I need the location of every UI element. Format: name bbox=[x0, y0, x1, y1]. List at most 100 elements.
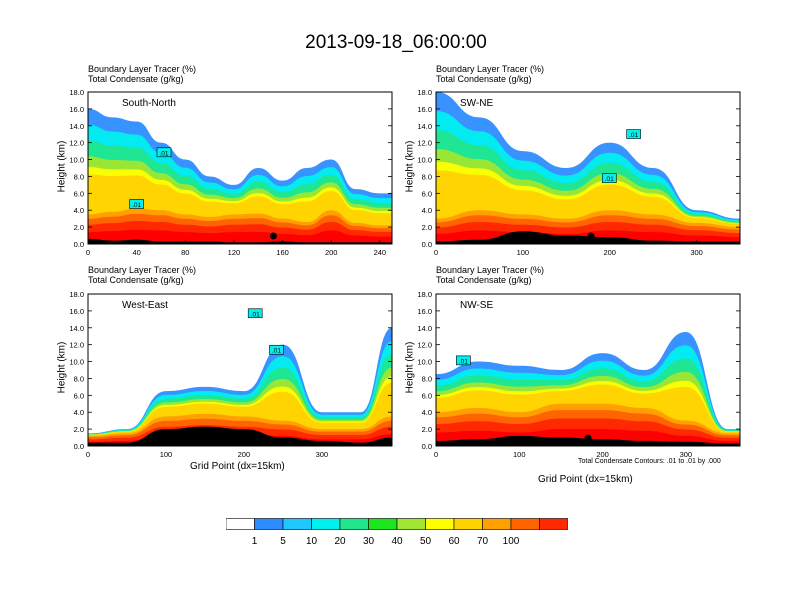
section-label: SW-NE bbox=[460, 98, 493, 109]
colorbar-swatch bbox=[311, 518, 341, 530]
contour-label-box bbox=[626, 129, 641, 139]
y-tick-label: 0.0 bbox=[74, 240, 84, 249]
y-tick-label: 6.0 bbox=[74, 189, 84, 198]
y-tick-label: 18.0 bbox=[69, 88, 84, 97]
y-tick-label: 12.0 bbox=[69, 139, 84, 148]
y-tick-label: 8.0 bbox=[74, 374, 84, 383]
colorbar-swatch bbox=[226, 518, 255, 530]
contour-label-box bbox=[247, 308, 263, 319]
plot-frame bbox=[87, 293, 393, 447]
y-tick-label: 12.0 bbox=[69, 341, 84, 350]
colorbar-label: 60 bbox=[448, 536, 460, 547]
x-tick-label: 100 bbox=[160, 450, 173, 459]
colorbar-label: 50 bbox=[419, 536, 432, 547]
y-tick-label: 4.0 bbox=[422, 206, 432, 215]
contour-label: .01 bbox=[132, 202, 141, 209]
y-tick-label: 8.0 bbox=[74, 172, 84, 181]
colorbar-swatch bbox=[396, 518, 426, 530]
y-tick-label: 4.0 bbox=[74, 408, 84, 417]
contour-label: .01 bbox=[159, 150, 168, 157]
colorbar-swatches bbox=[226, 518, 568, 530]
y-axis-label: Height (km) bbox=[404, 140, 416, 193]
y-tick-label: 12.0 bbox=[417, 341, 432, 350]
y-tick-label: 2.0 bbox=[422, 223, 432, 232]
x-tick-label: 200 bbox=[238, 450, 251, 459]
y-tick-label: 0.0 bbox=[74, 442, 84, 451]
colorbar-label: 100 bbox=[502, 536, 520, 547]
plot-frame bbox=[435, 91, 741, 245]
y-tick-label: 0.0 bbox=[422, 442, 432, 451]
colorbar-label: 10 bbox=[305, 536, 318, 547]
caption-condensate: Total Condensate (g/kg) bbox=[88, 74, 184, 84]
figure-title: 2013-09-18_06:00:00 bbox=[305, 32, 487, 53]
y-tick-label: 6.0 bbox=[422, 189, 432, 198]
contour-label-box bbox=[129, 199, 144, 209]
x-axis-label: Grid Point (dx=15km) bbox=[538, 474, 633, 485]
x-tick-label: 300 bbox=[680, 450, 693, 459]
y-tick-label: 8.0 bbox=[422, 172, 432, 181]
colorbar-swatch bbox=[539, 518, 568, 530]
x-tick-label: 40 bbox=[132, 248, 140, 257]
x-tick-label: 120 bbox=[228, 248, 241, 257]
y-tick-label: 10.0 bbox=[417, 358, 432, 367]
contour-label: .01 bbox=[459, 358, 468, 365]
y-tick-label: 8.0 bbox=[422, 374, 432, 383]
section-label: West-East bbox=[122, 300, 168, 311]
terrain bbox=[88, 426, 392, 446]
section-label: NW-SE bbox=[460, 300, 493, 311]
contour-label-box bbox=[601, 173, 617, 183]
plot-south-north: .01 .01 South-North 0.0 2.0 4.0 6.0 8.0 10.0 12.0… bbox=[69, 88, 393, 257]
caption-condensate: Total Condensate (g/kg) bbox=[436, 74, 532, 84]
x-axis-label: Grid Point (dx=15km) bbox=[190, 461, 285, 472]
plot-sw-ne: .01 .01 SW-NE 0.0 2.0 4.0 6.0 8.0 10.0 12.0 14.0 16… bbox=[417, 88, 741, 257]
y-tick-label: 12.0 bbox=[417, 139, 432, 148]
y-tick-label: 16.0 bbox=[69, 105, 84, 114]
caption-tracer: Boundary Layer Tracer (%) bbox=[88, 265, 197, 275]
x-tick-label: 300 bbox=[690, 248, 703, 257]
y-tick-label: 18.0 bbox=[69, 290, 84, 299]
y-tick-label: 14.0 bbox=[417, 122, 432, 131]
y-tick-label: 0.0 bbox=[422, 240, 432, 249]
contour-label-box bbox=[156, 147, 172, 158]
y-tick-label: 6.0 bbox=[422, 391, 432, 400]
contour-label-box bbox=[269, 344, 284, 355]
colorbar-label: 5 bbox=[280, 536, 286, 547]
contour-label: .01 bbox=[629, 132, 638, 139]
y-tick-label: 4.0 bbox=[74, 206, 84, 215]
contour-label: .01 bbox=[251, 311, 260, 318]
site-marker bbox=[206, 434, 214, 442]
y-tick-label: 18.0 bbox=[417, 290, 432, 299]
x-tick-label: 0 bbox=[86, 450, 90, 459]
y-tick-label: 14.0 bbox=[417, 324, 432, 333]
colorbar-swatch bbox=[282, 518, 312, 530]
contour-footnote: Total Condensate Contours: .01 to .01 by… bbox=[578, 458, 721, 465]
y-tick-label: 14.0 bbox=[69, 122, 84, 131]
y-tick-label: 2.0 bbox=[74, 223, 84, 232]
x-tick-label: 0 bbox=[86, 248, 90, 257]
y-tick-label: 16.0 bbox=[417, 307, 432, 316]
y-axis-label: Height (km) bbox=[404, 341, 416, 394]
y-tick-label: 2.0 bbox=[74, 425, 84, 434]
x-tick-label: 100 bbox=[513, 450, 526, 459]
terrain bbox=[88, 238, 392, 244]
contour-label: .01 bbox=[272, 348, 281, 355]
caption-condensate: Total Condensate (g/kg) bbox=[436, 275, 532, 285]
colorbar-swatch bbox=[339, 518, 369, 530]
colorbar-swatch bbox=[254, 518, 284, 530]
section-label: South-North bbox=[122, 98, 176, 109]
colorbar-swatch bbox=[482, 518, 512, 530]
caption-tracer: Boundary Layer Tracer (%) bbox=[436, 64, 545, 74]
colorbar-swatch bbox=[368, 518, 398, 530]
y-tick-label: 10.0 bbox=[69, 358, 84, 367]
colorbar-label: 40 bbox=[391, 536, 403, 547]
y-tick-label: 10.0 bbox=[417, 156, 432, 165]
contour-label-box bbox=[456, 355, 471, 366]
colorbar-label: 30 bbox=[362, 536, 375, 547]
x-tick-label: 200 bbox=[596, 450, 609, 459]
plot-frame bbox=[435, 293, 741, 447]
caption-tracer: Boundary Layer Tracer (%) bbox=[436, 265, 545, 275]
caption-tracer: Boundary Layer Tracer (%) bbox=[88, 64, 197, 74]
boundary-layer-band bbox=[88, 229, 392, 244]
y-tick-label: 14.0 bbox=[69, 324, 84, 333]
